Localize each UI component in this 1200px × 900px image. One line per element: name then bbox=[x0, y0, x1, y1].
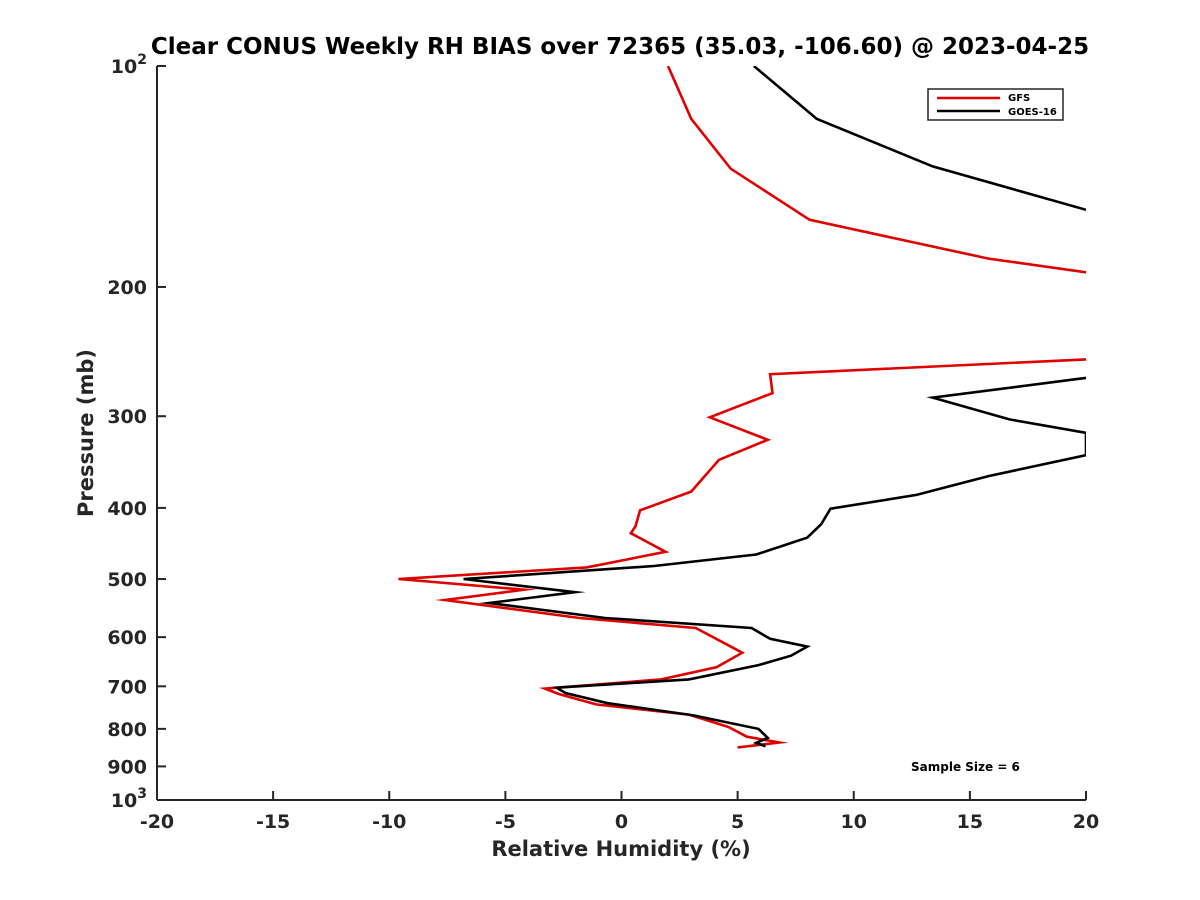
series-line-gfs-segment-1 bbox=[666, 66, 1086, 274]
y-tick-label: 800 bbox=[107, 719, 147, 741]
legend: GFS GOES-16 bbox=[927, 88, 1064, 121]
y-tick-label: 900 bbox=[107, 756, 147, 778]
y-tick-label: 600 bbox=[107, 627, 147, 649]
series-line-goes-16-segment-1 bbox=[753, 66, 1086, 212]
y-tick-label: 200 bbox=[107, 277, 147, 299]
y-axis-ticks: 102 200 300 400 500 600 700 800 900 103 bbox=[107, 52, 166, 812]
x-axis-label: Relative Humidity (%) bbox=[491, 837, 750, 861]
y-tick-label: 700 bbox=[107, 676, 147, 698]
x-tick-label: 0 bbox=[615, 811, 628, 833]
x-tick-label: 10 bbox=[841, 811, 867, 833]
x-tick-label: 5 bbox=[731, 811, 744, 833]
y-tick-label: 400 bbox=[107, 498, 147, 520]
y-axis-label: Pressure (mb) bbox=[74, 349, 98, 517]
y-tick-label: 300 bbox=[107, 406, 147, 428]
x-tick-label: -5 bbox=[495, 811, 516, 833]
x-tick-label: 20 bbox=[1073, 811, 1099, 833]
legend-box bbox=[927, 88, 1064, 121]
x-axis-ticks: -20 -15 -10 -5 0 5 10 15 20 bbox=[140, 791, 1099, 833]
x-tick-label: -20 bbox=[140, 811, 174, 833]
y-tick-label: 103 bbox=[111, 786, 147, 812]
sample-size-annotation: Sample Size = 6 bbox=[911, 760, 1020, 774]
series-line-goes-16-segment-2 bbox=[463, 376, 1086, 748]
series-line-gfs-segment-2 bbox=[398, 358, 1086, 749]
x-tick-label: 15 bbox=[957, 811, 983, 833]
legend-label-gfs: GFS bbox=[1008, 93, 1030, 104]
x-tick-label: -10 bbox=[372, 811, 406, 833]
series-layer bbox=[398, 66, 1086, 749]
y-tick-label: 102 bbox=[111, 52, 147, 78]
legend-label-goes-16: GOES-16 bbox=[1008, 107, 1057, 118]
y-tick-label: 500 bbox=[107, 569, 147, 591]
chart-title: Clear CONUS Weekly RH BIAS over 72365 (3… bbox=[151, 34, 1089, 60]
x-tick-label: -15 bbox=[256, 811, 290, 833]
